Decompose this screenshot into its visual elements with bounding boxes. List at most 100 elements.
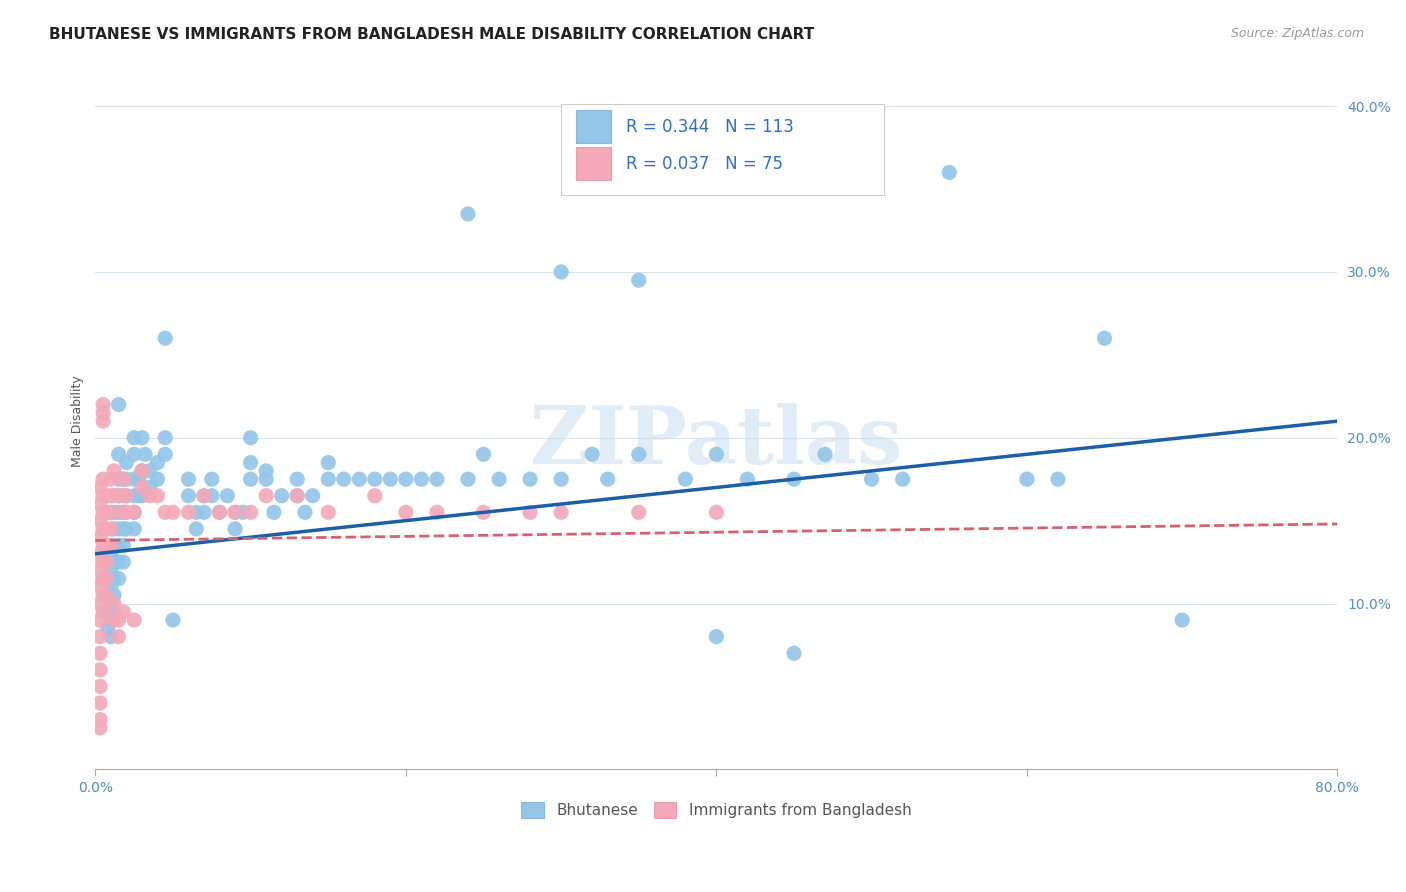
Point	[224, 522, 246, 536]
Point	[89, 663, 111, 677]
Point	[217, 489, 239, 503]
Point	[673, 472, 696, 486]
Point	[115, 456, 138, 470]
Point	[177, 505, 200, 519]
Point	[89, 580, 111, 594]
Point	[96, 588, 118, 602]
Point	[146, 456, 169, 470]
Point	[89, 680, 111, 694]
Point	[860, 472, 883, 486]
Point	[411, 472, 433, 486]
Point	[115, 505, 138, 519]
Point	[627, 273, 650, 287]
Point	[96, 505, 118, 519]
Point	[134, 447, 156, 461]
Point	[103, 522, 125, 536]
Point	[91, 555, 114, 569]
Point	[100, 547, 122, 561]
Point	[122, 505, 145, 519]
Point	[254, 464, 277, 478]
Point	[285, 472, 308, 486]
Point	[224, 505, 246, 519]
Point	[457, 207, 479, 221]
Point	[103, 489, 125, 503]
Point	[364, 489, 387, 503]
Point	[89, 480, 111, 494]
Point	[294, 505, 316, 519]
Point	[89, 597, 111, 611]
Point	[814, 447, 837, 461]
Point	[89, 613, 111, 627]
Point	[254, 489, 277, 503]
Text: Source: ZipAtlas.com: Source: ZipAtlas.com	[1230, 27, 1364, 40]
Point	[103, 588, 125, 602]
Point	[177, 472, 200, 486]
Point	[332, 472, 354, 486]
Point	[1046, 472, 1069, 486]
Point	[122, 472, 145, 486]
Point	[232, 505, 254, 519]
Point	[155, 447, 177, 461]
Point	[380, 472, 402, 486]
Point	[103, 605, 125, 619]
Point	[627, 447, 650, 461]
Point	[162, 505, 184, 519]
Point	[122, 447, 145, 461]
Point	[122, 522, 145, 536]
Point	[96, 588, 118, 602]
Point	[107, 539, 129, 553]
Point	[131, 431, 153, 445]
Point	[177, 489, 200, 503]
Point	[122, 489, 145, 503]
Point	[208, 505, 231, 519]
Point	[107, 630, 129, 644]
Point	[146, 489, 169, 503]
Point	[100, 489, 122, 503]
Point	[472, 505, 495, 519]
Point	[395, 505, 418, 519]
Point	[891, 472, 914, 486]
Point	[107, 505, 129, 519]
Point	[128, 472, 150, 486]
Point	[706, 630, 728, 644]
Point	[316, 472, 339, 486]
Point	[100, 522, 122, 536]
Point	[550, 265, 572, 279]
Point	[519, 505, 541, 519]
Text: ZIPatlas: ZIPatlas	[530, 403, 903, 481]
Point	[581, 447, 603, 461]
Point	[263, 505, 285, 519]
Point	[100, 630, 122, 644]
Point	[96, 539, 118, 553]
Point	[201, 489, 224, 503]
Point	[112, 505, 135, 519]
Point	[103, 597, 125, 611]
Point	[96, 572, 118, 586]
Point	[627, 505, 650, 519]
Point	[186, 505, 208, 519]
Point	[201, 472, 224, 486]
Point	[100, 472, 122, 486]
Point	[131, 480, 153, 494]
Point	[239, 431, 262, 445]
Y-axis label: Male Disability: Male Disability	[72, 376, 84, 467]
Point	[103, 464, 125, 478]
Point	[239, 456, 262, 470]
Point	[131, 489, 153, 503]
Point	[107, 489, 129, 503]
Point	[97, 605, 120, 619]
Point	[146, 472, 169, 486]
Point	[550, 472, 572, 486]
Point	[107, 489, 129, 503]
Point	[100, 563, 122, 577]
Point	[112, 505, 135, 519]
Point	[426, 505, 449, 519]
Point	[89, 721, 111, 735]
Point	[91, 555, 114, 569]
Point	[112, 555, 135, 569]
FancyBboxPatch shape	[561, 104, 884, 194]
Point	[89, 696, 111, 710]
Point	[112, 472, 135, 486]
Point	[96, 489, 118, 503]
Point	[107, 572, 129, 586]
